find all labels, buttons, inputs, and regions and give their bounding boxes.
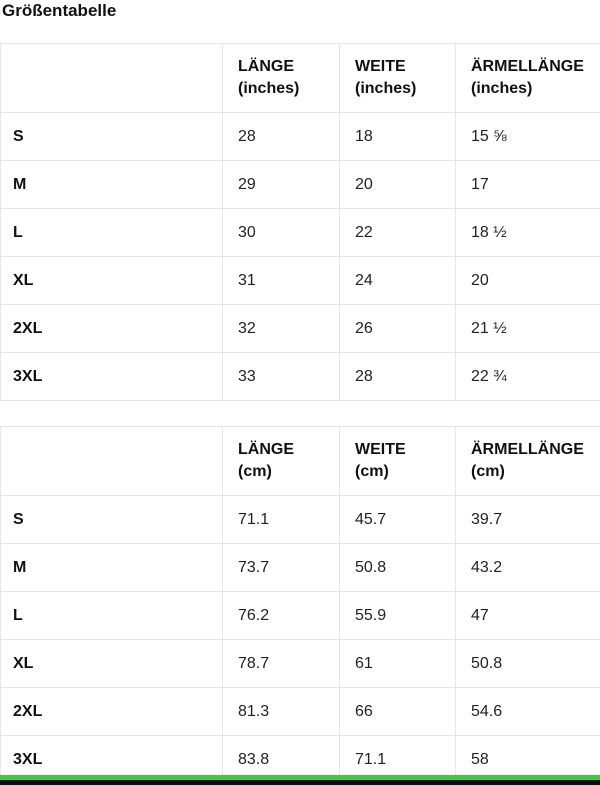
size-table-cm: LÄNGE (cm) WEITE (cm) ÄRMELLÄNGE (cm) S …: [0, 426, 600, 784]
column-label: WEITE: [355, 441, 406, 458]
size-cell: 2XL: [0, 687, 223, 736]
laenge-cell: 76.2: [222, 591, 340, 640]
table-row: 3XL 33 28 22 ¾: [0, 352, 600, 401]
size-cell: L: [0, 591, 223, 640]
laenge-cell: 29: [222, 160, 340, 209]
laenge-cell: 28: [222, 112, 340, 161]
column-unit: (inches): [471, 80, 533, 97]
weite-cell: 55.9: [339, 591, 456, 640]
aermellaenge-cell: 54.6: [455, 687, 600, 736]
laenge-cell: 71.1: [222, 495, 340, 544]
column-label: ÄRMELLÄNGE: [471, 58, 584, 75]
size-cell: M: [0, 543, 223, 592]
weite-cell: 45.7: [339, 495, 456, 544]
weite-cell: 61: [339, 639, 456, 688]
laenge-cell: 81.3: [222, 687, 340, 736]
aermellaenge-cell: 20: [455, 256, 600, 305]
column-unit: (cm): [471, 463, 505, 480]
header-cell-aermellaenge-cm: ÄRMELLÄNGE (cm): [455, 426, 600, 496]
aermellaenge-cell: 50.8: [455, 639, 600, 688]
green-accent-line: [0, 775, 600, 780]
header-cell-laenge-inches: LÄNGE (inches): [222, 43, 340, 113]
column-label: ÄRMELLÄNGE: [471, 441, 584, 458]
dark-bottom-bar: [0, 780, 600, 785]
laenge-cell: 30: [222, 208, 340, 257]
header-cell-aermellaenge-inches: ÄRMELLÄNGE (inches): [455, 43, 600, 113]
size-table-inches: LÄNGE (inches) WEITE (inches) ÄRMELLÄNGE…: [0, 43, 600, 401]
aermellaenge-cell: 43.2: [455, 543, 600, 592]
aermellaenge-cell: 39.7: [455, 495, 600, 544]
weite-cell: 24: [339, 256, 456, 305]
table-header-row: LÄNGE (cm) WEITE (cm) ÄRMELLÄNGE (cm): [0, 426, 600, 496]
table-row: L 76.2 55.9 47: [0, 591, 600, 640]
aermellaenge-cell: 17: [455, 160, 600, 209]
size-cell: XL: [0, 639, 223, 688]
table-row: XL 78.7 61 50.8: [0, 639, 600, 688]
laenge-cell: 32: [222, 304, 340, 353]
aermellaenge-cell: 15 ⅝: [455, 112, 600, 161]
header-cell-empty: [0, 43, 223, 113]
table-row: S 28 18 15 ⅝: [0, 112, 600, 161]
size-cell: 2XL: [0, 304, 223, 353]
header-cell-weite-inches: WEITE (inches): [339, 43, 456, 113]
table-row: M 29 20 17: [0, 160, 600, 209]
table-header-row: LÄNGE (inches) WEITE (inches) ÄRMELLÄNGE…: [0, 43, 600, 113]
weite-cell: 20: [339, 160, 456, 209]
column-unit: (inches): [355, 80, 417, 97]
bottom-divider: [0, 775, 600, 785]
size-cell: S: [0, 112, 223, 161]
column-label: LÄNGE: [238, 441, 294, 458]
aermellaenge-cell: 47: [455, 591, 600, 640]
header-cell-laenge-cm: LÄNGE (cm): [222, 426, 340, 496]
aermellaenge-cell: 22 ¾: [455, 352, 600, 401]
weite-cell: 66: [339, 687, 456, 736]
page-title: Größentabelle: [2, 1, 117, 20]
weite-cell: 50.8: [339, 543, 456, 592]
laenge-cell: 33: [222, 352, 340, 401]
laenge-cell: 73.7: [222, 543, 340, 592]
column-unit: (cm): [355, 463, 389, 480]
table-row: XL 31 24 20: [0, 256, 600, 305]
table-row: 2XL 81.3 66 54.6: [0, 687, 600, 736]
aermellaenge-cell: 21 ½: [455, 304, 600, 353]
size-cell: XL: [0, 256, 223, 305]
weite-cell: 28: [339, 352, 456, 401]
table-row: L 30 22 18 ½: [0, 208, 600, 257]
header-cell-empty: [0, 426, 223, 496]
weite-cell: 26: [339, 304, 456, 353]
column-label: LÄNGE: [238, 58, 294, 75]
weite-cell: 22: [339, 208, 456, 257]
column-unit: (inches): [238, 80, 300, 97]
size-cell: S: [0, 495, 223, 544]
column-label: WEITE: [355, 58, 406, 75]
weite-cell: 18: [339, 112, 456, 161]
column-unit: (cm): [238, 463, 272, 480]
laenge-cell: 78.7: [222, 639, 340, 688]
size-cell: 3XL: [0, 352, 223, 401]
size-cell: L: [0, 208, 223, 257]
laenge-cell: 31: [222, 256, 340, 305]
table-row: 2XL 32 26 21 ½: [0, 304, 600, 353]
table-row: M 73.7 50.8 43.2: [0, 543, 600, 592]
size-cell: M: [0, 160, 223, 209]
aermellaenge-cell: 18 ½: [455, 208, 600, 257]
table-row: S 71.1 45.7 39.7: [0, 495, 600, 544]
header-cell-weite-cm: WEITE (cm): [339, 426, 456, 496]
